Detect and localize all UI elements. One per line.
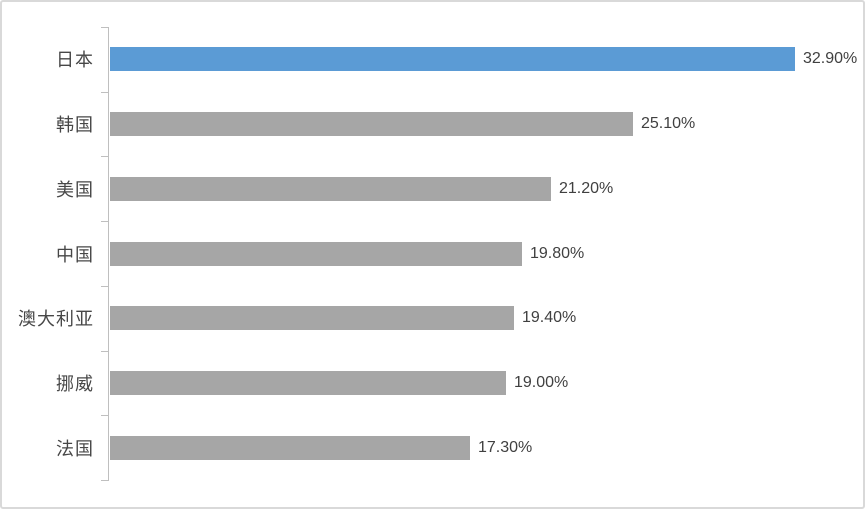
bar-track: 21.20% [110, 176, 863, 201]
axis-tick [101, 351, 109, 352]
axis-tick [101, 27, 109, 28]
axis-tick [101, 480, 109, 481]
bar-row: 中国 19.80% [2, 221, 863, 286]
category-label: 中国 [56, 244, 94, 265]
value-label: 21.20% [559, 179, 614, 197]
value-label: 19.00% [514, 373, 569, 391]
bar-row: 挪威 19.00% [2, 351, 863, 416]
bar [110, 241, 522, 266]
category-label: 挪威 [56, 373, 94, 394]
value-label: 32.90% [803, 50, 858, 68]
value-label: 25.10% [641, 115, 696, 133]
bar [110, 176, 551, 201]
bar-track: 19.80% [110, 241, 863, 266]
bar [110, 435, 470, 460]
axis-tick [101, 415, 109, 416]
bar-track: 32.90% [110, 47, 863, 72]
bar [110, 306, 514, 331]
bar [110, 370, 506, 395]
axis-tick [101, 286, 109, 287]
bar-row: 韩国 25.10% [2, 92, 863, 157]
bar-row: 美国 21.20% [2, 156, 863, 221]
plot-area: 日本 32.90% 韩国 25.10% 美国 21.20% 中国 19.80% … [2, 27, 863, 481]
axis-tick [101, 156, 109, 157]
bar-row: 日本 32.90% [2, 27, 863, 92]
bar-row: 澳大利亚 19.40% [2, 286, 863, 351]
y-axis-line [108, 27, 109, 480]
value-label: 17.30% [478, 438, 533, 456]
axis-tick [101, 92, 109, 93]
category-label: 澳大利亚 [18, 309, 94, 330]
bar [110, 112, 633, 137]
axis-tick [101, 221, 109, 222]
bar-track: 25.10% [110, 112, 863, 137]
category-label: 法国 [56, 438, 94, 459]
bar [110, 47, 795, 72]
category-label: 美国 [56, 179, 94, 200]
value-label: 19.80% [530, 244, 585, 262]
value-label: 19.40% [522, 309, 577, 327]
category-label: 日本 [56, 50, 94, 71]
bar-track: 17.30% [110, 435, 863, 460]
bar-track: 19.00% [110, 370, 863, 395]
bar-track: 19.40% [110, 306, 863, 331]
category-label: 韩国 [56, 115, 94, 136]
bars-container: 日本 32.90% 韩国 25.10% 美国 21.20% 中国 19.80% … [2, 27, 863, 480]
bar-row: 法国 17.30% [2, 415, 863, 480]
